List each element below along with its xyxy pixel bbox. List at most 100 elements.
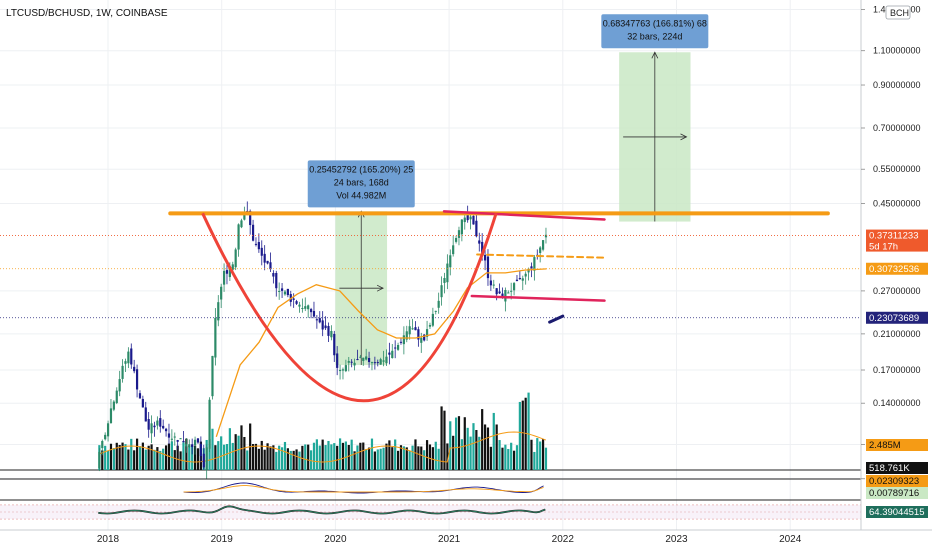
volume-bar bbox=[170, 441, 173, 470]
drawing-overlays[interactable] bbox=[168, 210, 830, 403]
volume-bar bbox=[512, 450, 516, 470]
volume-bar bbox=[533, 451, 536, 470]
candle-body bbox=[365, 356, 368, 360]
volume-bar bbox=[138, 446, 142, 470]
cup-curve[interactable] bbox=[201, 212, 498, 403]
volume-bar bbox=[408, 451, 411, 470]
volume-bar bbox=[399, 445, 403, 470]
candle-body bbox=[486, 256, 490, 279]
candle-body bbox=[425, 329, 429, 337]
candle-body bbox=[208, 399, 211, 449]
candle-body bbox=[272, 273, 275, 277]
y-tick-label: 0.17000000 bbox=[873, 365, 921, 375]
volume-bar bbox=[454, 417, 458, 470]
candle-body bbox=[539, 247, 542, 253]
candle-body bbox=[243, 211, 246, 220]
volume-bar bbox=[237, 435, 240, 470]
volume-bar bbox=[486, 427, 490, 470]
volume-bar bbox=[193, 445, 197, 470]
volume-bar bbox=[191, 445, 194, 470]
macd-signal-line bbox=[183, 485, 544, 493]
price-tag bbox=[866, 229, 928, 252]
candle-body bbox=[312, 310, 316, 317]
candle-body bbox=[475, 220, 478, 237]
x-tick-label: 2018 bbox=[97, 534, 120, 545]
candle-body bbox=[437, 300, 440, 308]
volume-bar bbox=[521, 400, 524, 470]
y-tick-label: 0.45000000 bbox=[873, 199, 921, 209]
navy-mark-line[interactable] bbox=[548, 314, 565, 324]
volume-bar bbox=[292, 450, 295, 470]
volume-bar bbox=[231, 442, 234, 470]
volume-bar bbox=[278, 445, 281, 470]
candle-body bbox=[141, 398, 144, 408]
candle-body bbox=[278, 290, 281, 292]
macd-tag-label: 0.02309323 bbox=[869, 476, 919, 487]
price-tag-countdown: 5d 17h bbox=[869, 242, 898, 253]
candle-body bbox=[150, 423, 153, 434]
volume-bar bbox=[133, 450, 136, 470]
volume-bar bbox=[280, 447, 284, 470]
support-line[interactable] bbox=[470, 294, 606, 302]
candle-body bbox=[321, 320, 324, 330]
volume-bar bbox=[405, 447, 408, 470]
volume-bar bbox=[498, 440, 501, 470]
candle-body bbox=[385, 356, 388, 364]
candle-body bbox=[318, 318, 321, 323]
candle-body bbox=[164, 428, 168, 432]
x-axis[interactable]: 2018 2019 2020 2021 2022 2023 2024 bbox=[0, 529, 932, 545]
volume-bar bbox=[440, 406, 443, 470]
volume-bar bbox=[115, 442, 118, 470]
candle-body bbox=[440, 285, 443, 298]
measure-label-box[interactable] bbox=[307, 160, 415, 208]
moving-average-line bbox=[215, 268, 547, 438]
candle-body bbox=[405, 331, 408, 340]
y-tick-label: 1.10000000 bbox=[873, 46, 921, 56]
volume-bar bbox=[141, 442, 144, 470]
candle-body bbox=[533, 257, 536, 271]
volume-bar bbox=[234, 434, 237, 470]
candle-body bbox=[286, 288, 289, 296]
measure-boxes[interactable]: 0.25452792 (165.20%) 25 24 bars, 168d Vol … bbox=[307, 14, 709, 366]
candle-body bbox=[162, 425, 165, 429]
currency-badge[interactable]: BCH bbox=[885, 5, 911, 20]
volume-bar bbox=[298, 451, 301, 470]
candle-body bbox=[121, 365, 124, 379]
candle-body bbox=[205, 447, 208, 471]
candle-body bbox=[530, 266, 533, 269]
candle-body bbox=[367, 357, 371, 363]
candle-body bbox=[344, 365, 347, 372]
candle-body bbox=[391, 350, 394, 359]
candle-body bbox=[153, 425, 156, 428]
volume-ma-tag bbox=[866, 439, 928, 451]
x-tick-label: 2023 bbox=[665, 534, 688, 545]
price-tag-label: 0.37311233 bbox=[869, 231, 919, 242]
volume-bar bbox=[472, 423, 475, 470]
candle-body bbox=[130, 348, 133, 365]
volume-bar bbox=[173, 450, 176, 470]
candle-body bbox=[501, 293, 504, 298]
volume-bar bbox=[507, 448, 510, 470]
measure-label-box[interactable] bbox=[601, 14, 709, 49]
candle-body bbox=[507, 292, 510, 294]
candle-body bbox=[466, 214, 469, 221]
volume-bar bbox=[321, 439, 324, 470]
breakout-target-dashed-line[interactable] bbox=[476, 253, 606, 259]
candle-body bbox=[176, 440, 179, 442]
volume-bar bbox=[431, 447, 434, 470]
volume-bar bbox=[330, 444, 333, 470]
candle-body bbox=[135, 369, 139, 390]
candle-body bbox=[411, 328, 414, 330]
volume-bar bbox=[466, 427, 469, 470]
volume-bar bbox=[463, 417, 466, 470]
candles bbox=[98, 201, 548, 479]
resistance-line[interactable] bbox=[442, 210, 606, 221]
price-tag-label: 0.30732536 bbox=[869, 264, 919, 275]
candle-body bbox=[124, 361, 127, 364]
volume-bar bbox=[443, 410, 446, 470]
candle-body bbox=[396, 344, 400, 350]
volume-bar bbox=[367, 447, 371, 470]
volume-bar bbox=[338, 438, 342, 470]
candle-body bbox=[483, 254, 487, 261]
volume-bar bbox=[214, 445, 217, 470]
